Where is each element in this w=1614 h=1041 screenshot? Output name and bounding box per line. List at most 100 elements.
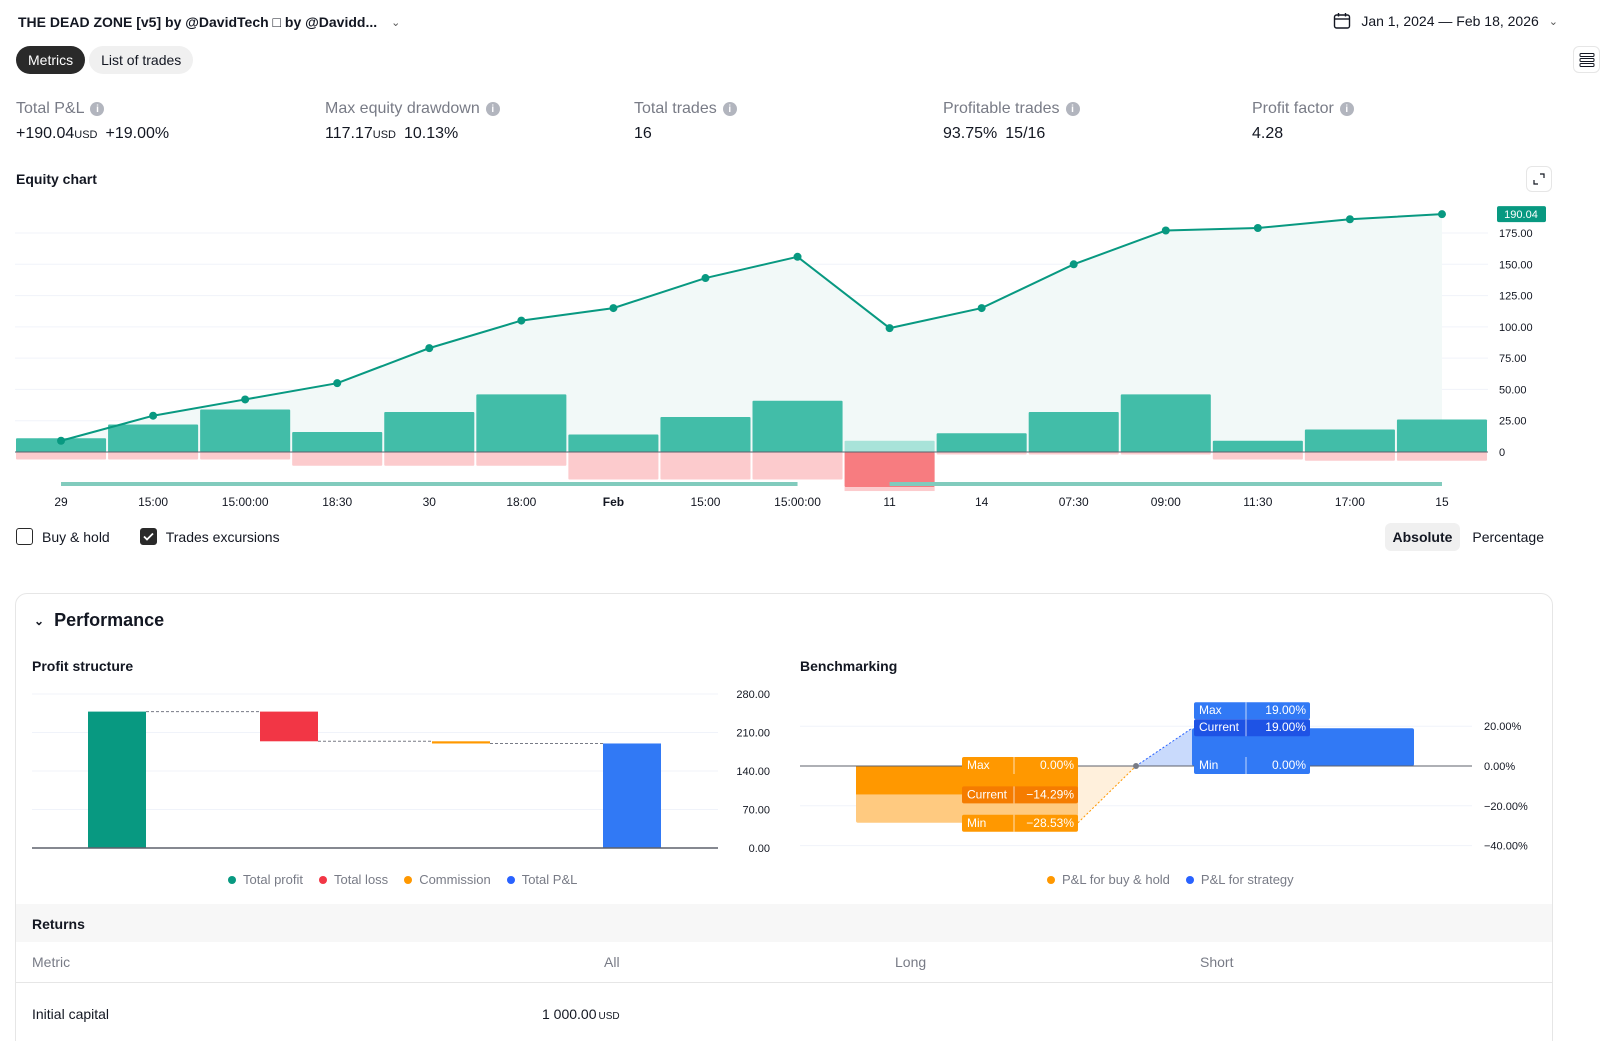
equity-point (1253, 223, 1262, 232)
info-icon[interactable]: i (1339, 102, 1354, 116)
mode-percentage[interactable]: Percentage (1472, 529, 1544, 545)
col-short: Short (1200, 954, 1234, 970)
buyhold-current-tag-value: −14.29% (1026, 787, 1074, 801)
metric-label: Profit factor (1252, 100, 1334, 117)
x-tick-label: 09:00 (1151, 495, 1181, 509)
equity-point (977, 304, 986, 313)
funnel-edge (1135, 727, 1193, 767)
drawdown-bar (384, 452, 475, 466)
runup-bar (1120, 394, 1211, 452)
metric-unit: USD (74, 129, 98, 141)
y-tick-label: 280.00 (736, 689, 770, 701)
legend-dot (404, 876, 413, 884)
buyhold-funnel (1078, 766, 1136, 823)
menu-button[interactable] (1573, 46, 1600, 73)
drawdown-bar (568, 452, 659, 480)
waterfall-bar (432, 741, 490, 744)
view-tabs: Metrics List of trades (16, 46, 194, 74)
mode-absolute[interactable]: Absolute (1384, 523, 1461, 551)
legend-item: Commission (404, 872, 491, 887)
runup-bar (1396, 419, 1487, 452)
checkbox-box[interactable] (139, 528, 157, 545)
strategy-min-tag-label: Min (1199, 758, 1218, 772)
performance-title: Performance (54, 610, 165, 630)
runup-bar (660, 416, 751, 452)
y-tick-label: 0.00% (1484, 761, 1515, 773)
checkbox-box[interactable] (16, 528, 33, 545)
strategy-current-tag-bg (1194, 719, 1310, 737)
date-range-picker[interactable]: Jan 1, 2024 — Feb 18, 2026 ⌄ (1333, 12, 1558, 30)
last-value-badge (1497, 206, 1546, 223)
y-tick-label: −20.00% (1484, 801, 1528, 813)
x-tick-label: 14 (975, 495, 989, 509)
runup-bar (476, 394, 567, 452)
tab-list-of-trades[interactable]: List of trades (89, 46, 194, 74)
runup-bar (292, 431, 383, 452)
legend-label: Total P&L (521, 872, 578, 887)
col-all: All (604, 954, 620, 970)
equity-line (60, 213, 1443, 442)
trade-duration-bar (61, 482, 798, 486)
equity-options: Buy & hold Trades excursions (16, 528, 280, 545)
trades-excursions-checkbox[interactable]: Trades excursions (139, 528, 280, 545)
metric-total-pnl: Total P&L i +190.04 USD +19.00% (16, 100, 325, 143)
drawdown-bar (844, 452, 935, 488)
equity-point (1345, 215, 1354, 224)
legend-label: Total profit (243, 872, 303, 887)
performance-panel: ⌄ Performance Profit structure Benchmark… (15, 593, 1553, 1041)
buyhold-min-tag-value: −28.53% (1026, 816, 1074, 830)
x-tick-label: 29 (54, 495, 68, 509)
chevron-down-icon[interactable]: ⌄ (391, 16, 401, 29)
runup-bar (16, 438, 107, 452)
info-icon[interactable]: i (722, 102, 737, 116)
buyhold-max-tag-label: Max (967, 758, 990, 772)
equity-point (1437, 210, 1446, 219)
strategy-header[interactable]: THE DEAD ZONE [v5] by @DavidTech □ by @D… (18, 14, 400, 30)
buyhold-min-tag-label: Min (967, 816, 986, 830)
metric-label: Max equity drawdown (325, 100, 480, 117)
y-tick-label: 0.00 (749, 843, 770, 855)
runup-bar (844, 440, 935, 452)
buy-hold-checkbox[interactable]: Buy & hold (16, 528, 110, 545)
benchmarking-chart[interactable]: −40.00% −20.00% 0.00% 20.00% Max 0.00% Current… (792, 682, 1552, 862)
benchmarking-title: Benchmarking (800, 658, 898, 674)
fullscreen-button[interactable] (1526, 166, 1552, 192)
x-tick-label: Feb (603, 495, 624, 509)
checkbox-label: Trades excursions (165, 528, 280, 545)
date-range-text: Jan 1, 2024 — Feb 18, 2026 (1361, 13, 1539, 29)
metric-profit-factor: Profit factor i 4.28 (1252, 100, 1561, 143)
runup-bar (384, 411, 475, 452)
strategy-title[interactable]: THE DEAD ZONE [v5] by @DavidTech □ by @D… (18, 14, 378, 30)
equity-chart-title: Equity chart (16, 171, 97, 187)
legend-item: P&L for buy & hold (1047, 872, 1170, 887)
legend-dot (1185, 876, 1194, 884)
strategy-min-tag-value: 0.00% (1272, 758, 1306, 772)
metric-extra: 10.13% (403, 125, 459, 142)
equity-point (517, 316, 526, 325)
performance-toggle[interactable]: ⌄ Performance (34, 610, 164, 631)
menu-icon (1579, 52, 1594, 67)
chevron-down-icon: ⌄ (34, 613, 45, 628)
info-icon[interactable]: i (485, 102, 500, 116)
info-icon[interactable]: i (1065, 102, 1080, 116)
tab-metrics[interactable]: Metrics (16, 46, 86, 74)
drawdown-bar (200, 452, 291, 460)
returns-table-header: Metric All Long Short (16, 942, 1552, 983)
equity-point (149, 411, 158, 420)
calendar-icon (1334, 13, 1351, 29)
y-tick-label: 70.00 (742, 805, 770, 817)
metric-extra: 15/16 (1005, 125, 1046, 142)
y-tick-label: 20.00% (1484, 721, 1522, 733)
runup-bar (1028, 411, 1119, 452)
equity-chart[interactable]: 0 25.00 50.00 75.00 100.00 125.00 150.00 175.00… (0, 195, 1614, 515)
row-all-value: 1 000.00 (542, 1006, 597, 1022)
drawdown-bar (476, 452, 567, 466)
profit-structure-chart[interactable]: 0.00 70.00 140.00 210.00 280.00 (16, 682, 776, 862)
info-icon[interactable]: i (90, 102, 105, 116)
col-metric: Metric (32, 954, 71, 970)
x-tick-label: 15:00 (690, 495, 720, 509)
benchmark-legend: P&L for buy & hold P&L for strategy (1047, 872, 1294, 887)
strategy-max-tag-bg (1194, 702, 1310, 720)
drawdown-bar (1304, 452, 1395, 461)
runup-bar (752, 400, 843, 452)
